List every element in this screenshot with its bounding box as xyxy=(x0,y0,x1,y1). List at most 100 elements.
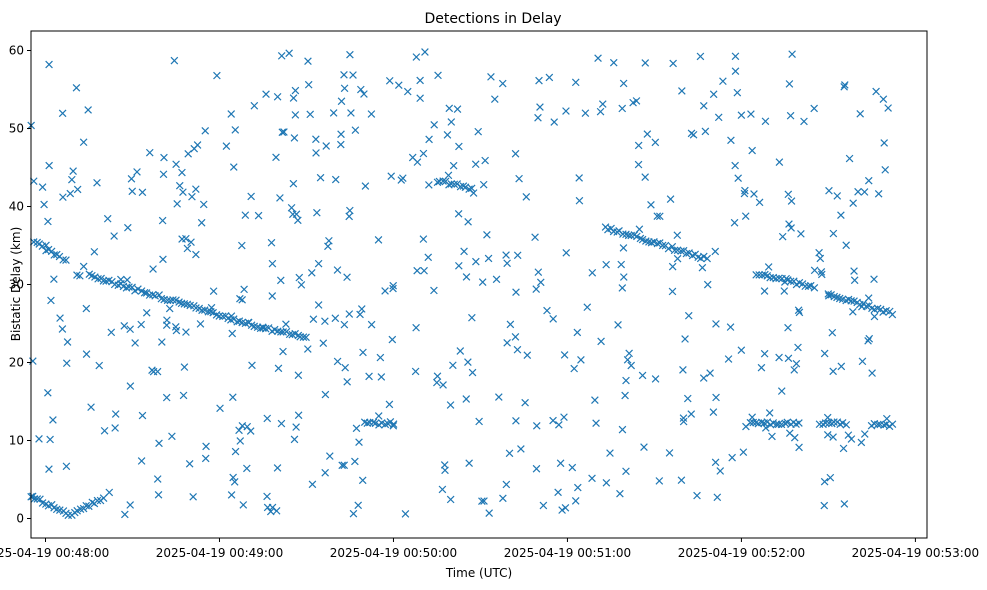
data-point xyxy=(562,107,570,115)
data-point xyxy=(712,393,720,402)
data-point xyxy=(617,260,626,269)
data-point xyxy=(592,419,600,427)
data-point xyxy=(111,424,119,432)
data-point xyxy=(263,503,272,512)
data-point xyxy=(840,81,849,89)
data-point xyxy=(535,76,543,85)
data-point xyxy=(357,305,366,313)
data-point xyxy=(287,203,296,212)
data-point xyxy=(82,501,91,510)
data-point xyxy=(416,94,424,103)
data-point xyxy=(303,345,312,353)
data-point xyxy=(699,374,708,382)
data-point xyxy=(259,324,267,332)
data-point xyxy=(56,314,64,322)
data-point xyxy=(367,320,376,329)
data-point xyxy=(752,271,760,279)
data-point xyxy=(76,272,84,280)
data-point xyxy=(647,238,656,247)
data-point xyxy=(761,117,770,126)
data-point xyxy=(874,420,882,429)
data-point xyxy=(835,294,844,303)
data-point xyxy=(850,267,858,275)
data-point xyxy=(445,104,454,113)
data-point xyxy=(267,238,276,247)
data-point xyxy=(739,448,748,456)
data-point xyxy=(734,174,743,183)
data-point xyxy=(58,109,67,118)
data-point xyxy=(358,476,367,485)
data-point xyxy=(714,113,723,122)
data-point xyxy=(412,323,420,332)
data-point xyxy=(532,285,541,293)
data-points xyxy=(27,48,897,520)
data-point xyxy=(266,507,275,516)
data-point xyxy=(121,510,129,519)
data-point xyxy=(870,312,879,321)
data-point xyxy=(369,418,378,427)
data-point xyxy=(308,480,317,489)
data-point xyxy=(182,328,190,336)
data-point xyxy=(837,211,845,220)
data-point xyxy=(148,290,157,299)
data-point xyxy=(840,82,848,91)
data-point xyxy=(290,134,299,142)
data-point xyxy=(313,208,321,217)
data-point xyxy=(312,135,320,144)
data-point xyxy=(434,71,442,80)
data-point xyxy=(506,320,515,329)
data-point xyxy=(573,483,582,492)
data-point xyxy=(688,251,697,260)
data-point xyxy=(837,362,846,371)
x-tick-label: 2025-04-19 00:49:00 xyxy=(156,546,283,560)
data-point xyxy=(810,266,819,275)
data-point xyxy=(338,461,347,470)
data-point xyxy=(703,280,712,289)
data-point xyxy=(597,337,605,346)
data-point xyxy=(511,333,520,341)
data-point xyxy=(880,139,889,147)
data-point xyxy=(833,192,842,200)
data-point xyxy=(202,442,210,451)
data-point xyxy=(696,52,705,61)
data-point xyxy=(880,421,888,429)
data-point xyxy=(381,287,389,295)
data-point xyxy=(868,369,876,377)
data-point xyxy=(534,268,543,276)
data-point xyxy=(575,196,584,205)
y-tick-label: 60 xyxy=(9,44,24,58)
data-point xyxy=(643,130,652,138)
data-point xyxy=(502,251,510,259)
data-point xyxy=(321,317,329,326)
data-point xyxy=(137,457,146,465)
data-point xyxy=(816,254,825,263)
data-point xyxy=(239,501,248,509)
data-point xyxy=(172,160,180,169)
data-point xyxy=(438,485,447,494)
data-point xyxy=(571,497,580,505)
data-point xyxy=(184,150,193,158)
data-point xyxy=(213,71,221,80)
data-point xyxy=(474,127,483,136)
data-point xyxy=(93,496,102,505)
data-point xyxy=(622,376,630,385)
data-point xyxy=(289,94,298,102)
data-point xyxy=(290,435,299,444)
data-point xyxy=(84,106,92,114)
data-point xyxy=(459,182,468,190)
data-point xyxy=(359,348,367,357)
data-point xyxy=(117,275,125,284)
data-point xyxy=(472,257,480,266)
data-point xyxy=(95,361,104,370)
data-point xyxy=(842,420,851,429)
data-point xyxy=(329,109,338,117)
data-point xyxy=(126,382,135,390)
data-point xyxy=(560,413,568,421)
data-point xyxy=(62,359,71,368)
data-point xyxy=(494,393,503,401)
data-point xyxy=(627,361,636,370)
data-point xyxy=(388,335,397,344)
data-point xyxy=(425,181,433,189)
data-point xyxy=(172,326,181,335)
data-point xyxy=(555,420,563,429)
